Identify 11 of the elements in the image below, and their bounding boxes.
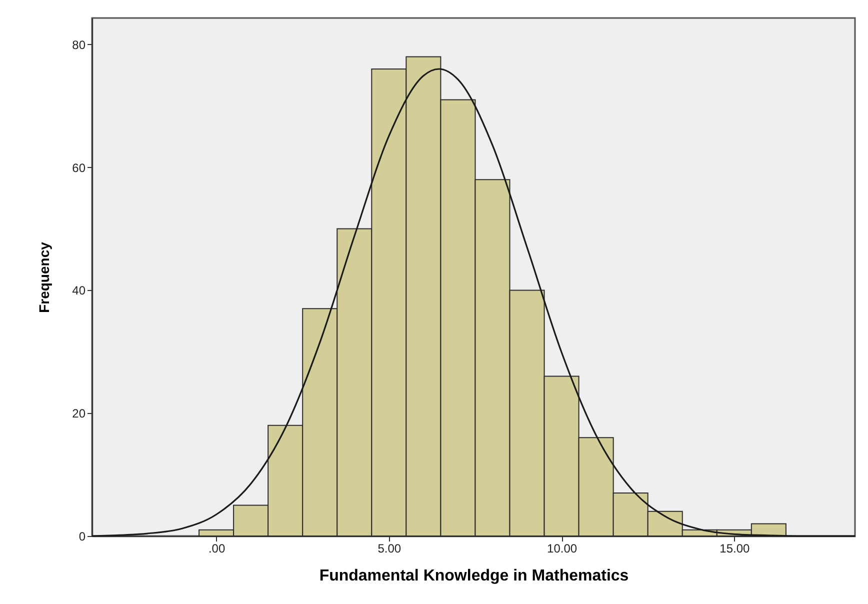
x-tick-label: 5.00 xyxy=(378,542,402,556)
x-tick-label: 15.00 xyxy=(720,542,750,556)
y-tick-label: 0 xyxy=(78,530,86,544)
y-tick-label: 80 xyxy=(72,38,86,52)
y-axis-title: Frequency xyxy=(36,242,52,313)
x-tick-label: .00 xyxy=(208,542,226,556)
y-tick-label: 40 xyxy=(72,284,86,298)
y-tick-label: 60 xyxy=(72,160,86,175)
x-axis-title: Fundamental Knowledge in Mathematics xyxy=(319,568,629,584)
y-tick-label: 20 xyxy=(72,406,86,421)
x-tick-label: 10.00 xyxy=(547,542,578,556)
